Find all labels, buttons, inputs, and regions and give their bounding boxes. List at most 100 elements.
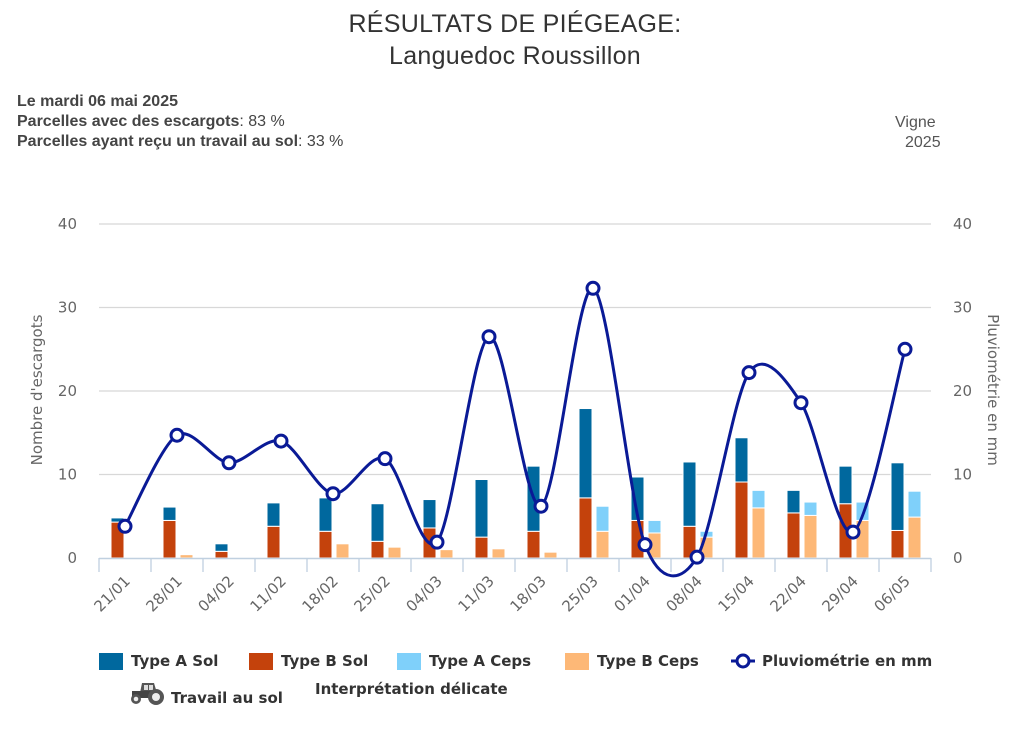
stat-tillage: Parcelles ayant reçu un travail au sol: … <box>17 132 343 152</box>
bar-type-b-ceps[interactable] <box>439 549 454 559</box>
x-tick-label: 22/04 <box>767 572 810 615</box>
crop-label: Vigne <box>895 114 936 131</box>
tractor-icon <box>131 683 164 705</box>
bar-type-b-sol[interactable] <box>890 529 905 559</box>
bar-type-b-ceps[interactable] <box>335 543 350 559</box>
bar-type-a-ceps[interactable] <box>907 490 922 518</box>
y2-tick-label: 10 <box>953 466 972 484</box>
legend-item-type-b-sol[interactable]: Type B Sol <box>249 652 368 670</box>
y-tick-label: 20 <box>58 382 77 400</box>
bar-type-b-ceps[interactable] <box>543 551 558 559</box>
legend-item-rain[interactable]: Pluviométrie en mm <box>730 652 932 670</box>
legend-label-type-b-sol: Type B Sol <box>281 652 369 670</box>
y2-tick-label: 30 <box>953 299 972 317</box>
x-tick-label: 11/02 <box>247 572 290 615</box>
legend-swatch-type-a-ceps <box>397 652 421 670</box>
bar-type-a-sol[interactable] <box>786 489 801 514</box>
chart-svg: 0 10 20 30 40 0 10 20 30 40 Nombre d'escargots P… <box>28 215 1002 615</box>
bar-type-a-ceps[interactable] <box>751 489 766 509</box>
bar-type-a-sol[interactable] <box>318 497 333 532</box>
legend-item-type-a-ceps[interactable]: Type A Ceps <box>397 652 531 670</box>
bar-type-a-sol[interactable] <box>162 506 177 521</box>
bar-type-a-sol[interactable] <box>890 462 905 531</box>
stat-tillage-label: Parcelles ayant reçu un travail au sol <box>17 133 299 150</box>
legend-label-type-a-ceps: Type A Ceps <box>429 652 532 670</box>
rain-point[interactable] <box>533 498 549 514</box>
rain-point[interactable] <box>637 537 653 553</box>
gridlines <box>99 223 931 476</box>
x-tick-label: 06/05 <box>871 572 914 615</box>
y2-tick-label: 20 <box>953 382 972 400</box>
x-tick-label: 25/03 <box>559 572 602 615</box>
bar-type-b-ceps[interactable] <box>803 514 818 559</box>
bar-type-a-ceps[interactable] <box>647 519 662 534</box>
bar-type-b-sol[interactable] <box>786 512 801 559</box>
date-text: Le mardi 06 mai 2025 <box>17 93 178 110</box>
bar-type-b-sol[interactable] <box>370 540 385 559</box>
x-tick-label: 29/04 <box>819 572 862 615</box>
rain-point[interactable] <box>845 524 861 540</box>
bar-type-b-ceps[interactable] <box>179 554 194 559</box>
y-tick-label: 40 <box>58 215 77 233</box>
rain-point[interactable] <box>169 427 185 443</box>
bar-type-b-ceps[interactable] <box>907 516 922 559</box>
legend-item-type-b-ceps[interactable]: Type B Ceps <box>565 652 699 670</box>
bar-type-a-sol[interactable] <box>734 437 749 483</box>
y2-tick-label: 0 <box>953 549 963 567</box>
rain-point[interactable] <box>481 329 497 345</box>
bar-type-a-sol[interactable] <box>578 408 593 499</box>
bar-type-b-ceps[interactable] <box>595 530 610 559</box>
x-tick-label: 15/04 <box>715 572 758 615</box>
rain-point[interactable] <box>429 534 445 550</box>
bar-type-a-ceps[interactable] <box>803 501 818 516</box>
legend-item-tillage[interactable]: Travail au sol <box>128 680 283 707</box>
bar-type-b-sol[interactable] <box>318 530 333 559</box>
rain-point[interactable] <box>793 395 809 411</box>
bar-type-b-sol[interactable] <box>526 530 541 559</box>
rain-point[interactable] <box>897 341 913 357</box>
bar-type-b-ceps[interactable] <box>387 546 402 559</box>
bar-type-a-sol[interactable] <box>266 502 281 527</box>
x-axis: 21/01 28/01 04/02 11/02 18/02 25/02 04/03 11/03… <box>91 557 932 615</box>
bar-type-b-sol[interactable] <box>214 550 229 559</box>
rain-point[interactable] <box>325 486 341 502</box>
bar-type-b-sol[interactable] <box>162 519 177 559</box>
bar-type-b-ceps[interactable] <box>751 507 766 559</box>
legend-label-tillage: Travail au sol <box>171 689 283 707</box>
bar-type-b-ceps[interactable] <box>491 548 506 559</box>
rain-point[interactable] <box>689 549 705 565</box>
rain-point[interactable] <box>585 280 601 296</box>
x-tick-label: 21/01 <box>91 572 134 615</box>
bar-type-a-sol[interactable] <box>682 461 697 527</box>
legend-label-type-b-ceps: Type B Ceps <box>597 652 699 670</box>
x-tick-label: 08/04 <box>663 572 706 615</box>
y-tick-label: 30 <box>58 299 77 317</box>
chart-title-line1: RÉSULTATS DE PIÉGEAGE: <box>348 10 682 38</box>
y-tick-label: 0 <box>67 549 77 567</box>
bar-type-b-sol[interactable] <box>734 481 749 559</box>
year-label: 2025 <box>905 134 941 151</box>
rain-point[interactable] <box>273 433 289 449</box>
stat-snails-value: : 83 % <box>239 113 285 130</box>
rain-point[interactable] <box>117 518 133 534</box>
legend-swatch-type-a-sol <box>99 652 123 670</box>
bar-type-a-sol[interactable] <box>370 503 385 542</box>
rain-point[interactable] <box>741 365 757 381</box>
legend-label-rain: Pluviométrie en mm <box>762 652 933 670</box>
y-axis-title: Nombre d'escargots <box>28 314 46 465</box>
x-tick-label: 18/03 <box>507 572 550 615</box>
bar-type-b-sol[interactable] <box>474 536 489 559</box>
bar-type-a-sol[interactable] <box>422 499 437 529</box>
rain-point[interactable] <box>377 451 393 467</box>
bar-type-a-sol[interactable] <box>474 479 489 538</box>
x-tick-label: 04/03 <box>403 572 446 615</box>
bar-type-a-ceps[interactable] <box>595 505 610 532</box>
y2-axis-ticks: 0 10 20 30 40 <box>953 215 972 567</box>
legend-item-type-a-sol[interactable]: Type A Sol <box>99 652 218 670</box>
bar-type-b-sol[interactable] <box>266 525 281 559</box>
rain-point[interactable] <box>221 455 237 471</box>
bar-type-b-sol[interactable] <box>578 497 593 559</box>
y-axis-ticks: 0 10 20 30 40 <box>58 215 77 567</box>
bar-type-a-sol[interactable] <box>838 465 853 505</box>
bar-type-a-sol[interactable] <box>214 543 229 552</box>
